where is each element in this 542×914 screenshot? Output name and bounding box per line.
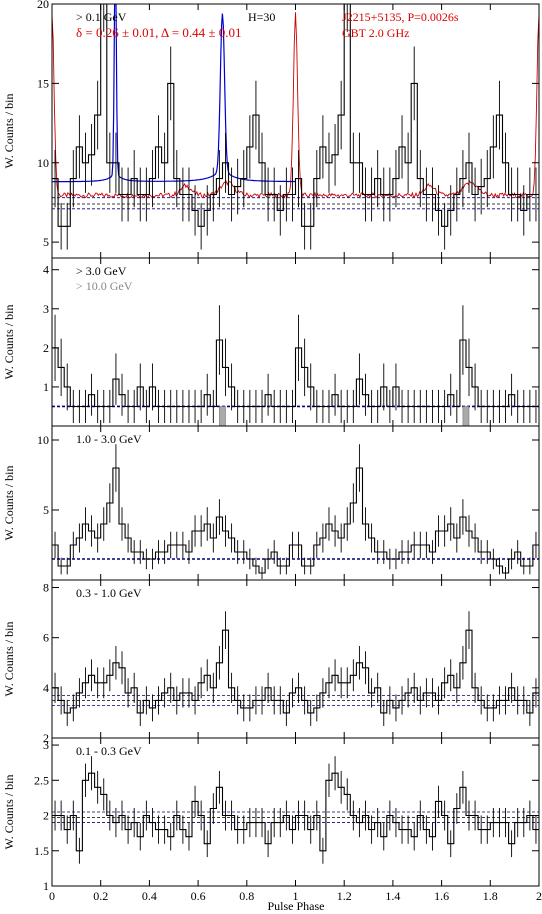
high-energy-bin [219, 406, 226, 426]
panel-4: 2 4 6 8 W. Counts / bin 0.3 - 1.0 GeV [2, 579, 540, 745]
y-tick-label: 5 [43, 235, 49, 249]
panel-5: 1 1.5 2 2.5 3 0 0.2 0.4 0.6 0.8 1 1.2 1.4 1.6 1.8 2 W. C… [2, 737, 542, 903]
panel-1: 5 10 15 20 W. Counts / bin > 0.1 GeV H=30 J2215… [2, 0, 540, 259]
y-tick-label: 6 [43, 631, 49, 645]
x-tick-label: 1 [293, 889, 299, 903]
plot-area [52, 611, 539, 726]
plot-area [52, 305, 539, 426]
energy-label-high: > 10.0 GeV [76, 279, 133, 293]
panel-frame [51, 425, 540, 581]
radio-label: GBT 2.0 GHz [342, 26, 409, 40]
y-tick-label: 3 [43, 302, 49, 316]
fit-parameters-label: δ = 0.26 ± 0.01, Δ = 0.44 ± 0.01 [76, 25, 241, 40]
y-tick-label: 3 [43, 738, 49, 752]
y-axis-title: W. Counts / bin [2, 94, 16, 169]
y-tick-label: 5 [43, 503, 49, 517]
y-tick-label: 20 [37, 0, 49, 11]
y-axis-title: W. Counts / bin [2, 622, 16, 697]
y-tick-label: 1 [43, 879, 49, 893]
y-tick-label: 10 [37, 433, 49, 447]
y-tick-label: 4 [43, 681, 49, 695]
x-tick-label: 0.8 [239, 889, 254, 903]
model-fit-line [52, 4, 296, 183]
x-tick-label: 0.4 [142, 889, 157, 903]
x-tick-label: 2 [536, 889, 542, 903]
y-tick-label: 8 [43, 581, 49, 595]
y-axis-title: W. Counts / bin [2, 466, 16, 541]
y-axis-title: W. Counts / bin [2, 305, 16, 380]
y-tick-label: 1.5 [34, 844, 49, 858]
x-tick-label: 0 [49, 889, 55, 903]
high-energy-bin [462, 406, 470, 426]
y-tick-label: 2 [43, 731, 49, 745]
histogram-line [52, 629, 539, 714]
energy-label: 0.3 - 1.0 GeV [76, 586, 142, 600]
plot-area [52, 4, 539, 250]
x-tick-label: 0.2 [93, 889, 108, 903]
histogram-line [52, 339, 539, 408]
y-tick-label: 4 [43, 263, 49, 277]
y-axis-title: W. Counts / bin [2, 775, 16, 850]
panel-2: 1 2 3 4 W. Counts / bin > 3.0 GeV> 10.0 GeV [2, 257, 540, 427]
panel-3: 5 10 W. Counts / bin 1.0 - 3.0 GeV [2, 425, 540, 581]
source-label: J2215+5135, P=0.0026s [342, 10, 459, 24]
panel-frame [51, 3, 540, 259]
y-tick-label: 15 [37, 76, 49, 90]
x-tick-label: 1.4 [385, 889, 400, 903]
y-tick-label: 2.5 [34, 773, 49, 787]
y-tick-label: 2 [43, 809, 49, 823]
energy-label: > 3.0 GeV [76, 264, 127, 278]
h-test-label: H=30 [248, 10, 275, 24]
histogram-line [52, 467, 539, 574]
histogram-line [52, 4, 539, 227]
energy-label: 1.0 - 3.0 GeV [76, 432, 142, 446]
histogram-line [52, 772, 539, 852]
energy-label: 0.1 - 0.3 GeV [76, 744, 142, 758]
x-tick-label: 1.8 [483, 889, 498, 903]
energy-label: > 0.1 GeV [76, 10, 127, 24]
x-tick-label: 1.2 [337, 889, 352, 903]
y-tick-label: 10 [37, 156, 49, 170]
y-tick-label: 1 [43, 380, 49, 394]
x-axis-title: Pulse Phase [268, 899, 325, 913]
x-tick-label: 0.6 [191, 889, 206, 903]
y-tick-label: 2 [43, 341, 49, 355]
plot-area [52, 444, 539, 579]
x-tick-label: 1.6 [434, 889, 449, 903]
radio-profile-line [52, 12, 539, 199]
plot-area [52, 756, 539, 864]
